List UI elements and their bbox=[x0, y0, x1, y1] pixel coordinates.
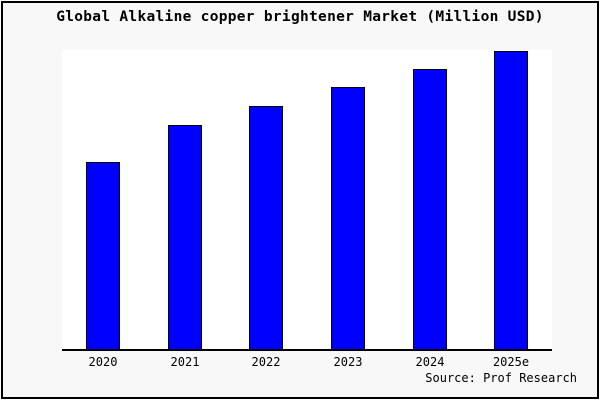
x-tick-label-2025e: 2025e bbox=[492, 355, 530, 369]
bar-2024 bbox=[413, 69, 447, 349]
source-text: Source: Prof Research bbox=[425, 371, 577, 385]
bar-2021 bbox=[168, 125, 202, 349]
x-tick-label-2020: 2020 bbox=[88, 355, 118, 369]
bar-2025e bbox=[494, 51, 528, 349]
x-tick-label-2023: 2023 bbox=[333, 355, 363, 369]
bar-2023 bbox=[331, 87, 365, 349]
chart-title: Global Alkaline copper brightener Market… bbox=[56, 9, 544, 25]
plot-area bbox=[62, 50, 552, 351]
x-tick-label-2022: 2022 bbox=[251, 355, 281, 369]
x-tick-label-2024: 2024 bbox=[415, 355, 445, 369]
bar-2022 bbox=[249, 106, 283, 349]
x-tick-label-2021: 2021 bbox=[170, 355, 200, 369]
bar-2020 bbox=[86, 162, 120, 349]
